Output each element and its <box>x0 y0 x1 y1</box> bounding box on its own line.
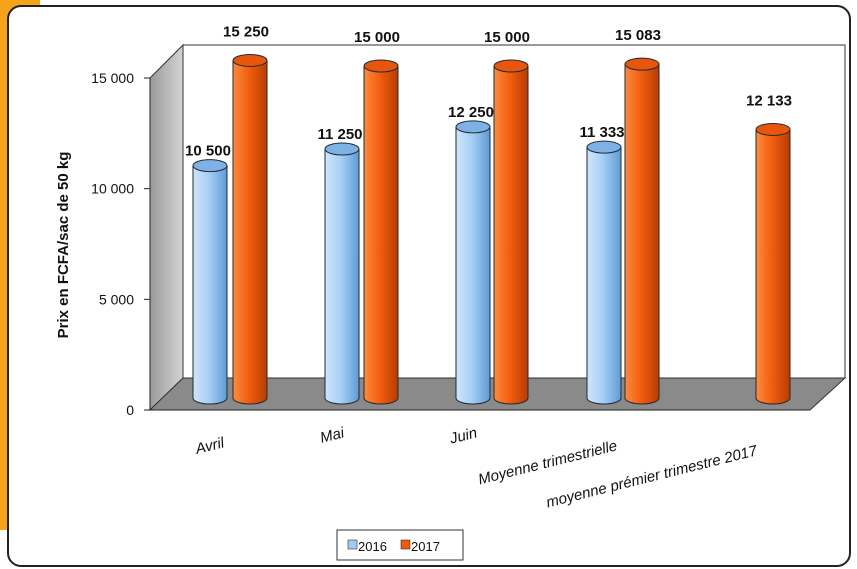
orange-side-strip <box>0 0 10 530</box>
category-label: Juin <box>447 424 479 447</box>
bar-2016 <box>455 126 491 405</box>
data-label: 11 333 <box>579 124 624 141</box>
y-tick-label: 10 000 <box>91 181 134 197</box>
data-label: 15 000 <box>354 29 400 46</box>
legend-label-2016: 2016 <box>358 539 387 554</box>
bar-2016 <box>586 146 622 405</box>
data-label: 15 083 <box>615 27 661 44</box>
chart-side-wall <box>149 43 184 412</box>
bar-2017 <box>363 65 399 405</box>
data-label: 10 500 <box>185 143 231 160</box>
bar-top-2016 <box>586 140 622 154</box>
data-label: 15 000 <box>484 29 530 46</box>
category-label: Avril <box>193 434 227 458</box>
y-tick-label: 5 000 <box>99 291 134 307</box>
category-label: Mai <box>318 424 346 447</box>
bar-top-2017 <box>624 57 660 71</box>
legend: 2016 2017 <box>336 529 464 561</box>
data-label: 12 250 <box>448 104 494 121</box>
bar-2016 <box>324 148 360 405</box>
y-tick-label: 0 <box>126 402 134 418</box>
bar-top-2017 <box>755 122 791 136</box>
legend-swatch-2017 <box>400 539 411 550</box>
bar-top-2017 <box>232 53 268 67</box>
bar-top-2016 <box>324 142 360 156</box>
bar-2017 <box>232 59 268 405</box>
data-label: 12 133 <box>746 92 792 109</box>
legend-swatch-2016 <box>347 539 358 550</box>
y-axis-label: Prix en FCFA/sac de 50 kg <box>55 152 72 339</box>
legend-label-2017: 2017 <box>411 539 440 554</box>
bar-2017 <box>755 128 791 405</box>
data-label: 11 250 <box>317 126 362 143</box>
y-tick-label: 15 000 <box>91 70 134 86</box>
bar-2016 <box>192 165 228 405</box>
data-label: 15 250 <box>223 23 269 40</box>
bar-top-2016 <box>455 120 491 134</box>
bar-2017 <box>624 63 660 405</box>
legend-box <box>336 529 464 561</box>
bar-2017 <box>493 65 529 405</box>
bar-top-2016 <box>192 159 228 173</box>
bar-top-2017 <box>363 59 399 73</box>
bar-top-2017 <box>493 59 529 73</box>
